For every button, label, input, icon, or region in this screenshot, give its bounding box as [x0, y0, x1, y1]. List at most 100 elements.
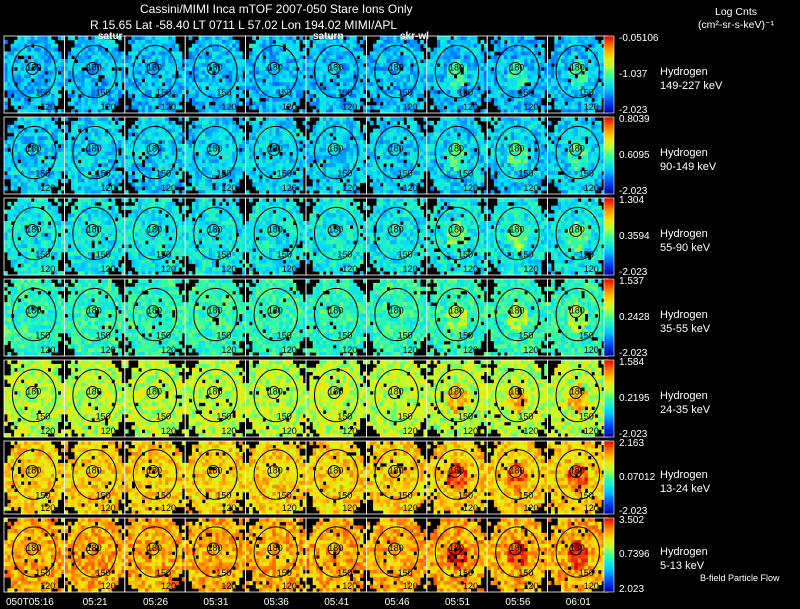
heat-cell: [202, 44, 206, 48]
heat-cell: [88, 105, 92, 109]
heat-cell: [346, 121, 350, 125]
heat-cell: [524, 40, 528, 44]
heat-cell: [393, 105, 397, 109]
heat-cell: [350, 163, 354, 167]
heat-cell: [21, 102, 25, 106]
heat-cell: [219, 136, 223, 140]
heat-cell: [283, 55, 287, 59]
heat-cell: [165, 71, 169, 75]
heat-cell: [229, 152, 233, 156]
heat-cell: [266, 36, 270, 40]
heat-cell: [249, 82, 253, 86]
heat-cell: [276, 159, 280, 163]
heat-cell: [262, 159, 266, 163]
heat-cell: [58, 82, 62, 86]
heat-cell: [269, 171, 273, 175]
heat-cell: [219, 51, 223, 55]
heat-cell: [24, 40, 28, 44]
heat-cell: [293, 48, 297, 52]
heat-cell: [128, 136, 132, 140]
heat-cell: [135, 152, 139, 156]
heat-cell: [64, 140, 68, 144]
heat-cell: [11, 175, 15, 179]
contour-label: 180: [87, 144, 102, 154]
heat-cell: [95, 182, 99, 186]
heat-cell: [366, 82, 370, 86]
heat-cell: [24, 78, 28, 82]
heat-cell: [326, 156, 330, 160]
heat-cell: [85, 102, 89, 106]
heat-cell: [541, 94, 545, 98]
heat-cell: [269, 86, 273, 90]
heat-cell: [202, 136, 206, 140]
heat-cell: [306, 98, 310, 102]
heat-cell: [333, 132, 337, 136]
contour-label: 180: [207, 144, 222, 154]
heat-cell: [236, 132, 240, 136]
heat-cell: [21, 179, 25, 183]
heat-cell: [229, 59, 233, 63]
heat-cell: [326, 163, 330, 167]
heat-cell: [209, 156, 213, 160]
heat-cell: [75, 152, 79, 156]
heat-cell: [410, 82, 414, 86]
heat-cell: [296, 40, 300, 44]
heat-cell: [199, 152, 203, 156]
heat-cell: [118, 159, 122, 163]
heat-cell: [564, 98, 568, 102]
heat-cell: [356, 136, 360, 140]
heat-cell: [380, 71, 384, 75]
heat-cell: [252, 86, 256, 90]
panel-r0-c6: 180150120: [366, 36, 427, 114]
contour-label: 150: [337, 88, 352, 98]
heat-cell: [189, 94, 193, 98]
heat-cell: [165, 132, 169, 136]
heat-cell: [356, 44, 360, 48]
heat-cell: [316, 125, 320, 129]
heat-cell: [105, 44, 109, 48]
heat-cell: [262, 163, 266, 167]
heat-cell: [474, 94, 478, 98]
heat-cell: [450, 48, 454, 52]
heat-cell: [370, 82, 374, 86]
heat-cell: [266, 75, 270, 79]
heat-cell: [158, 48, 162, 52]
panel-r0-c0: 180150120: [4, 36, 65, 114]
heat-cell: [256, 44, 260, 48]
heat-cell: [474, 75, 478, 79]
heat-cell: [101, 71, 105, 75]
heat-cell: [403, 51, 407, 55]
heat-cell: [155, 186, 159, 190]
heat-cell: [172, 129, 176, 133]
heat-cell: [179, 86, 183, 90]
heat-cell: [256, 71, 260, 75]
heat-cell: [185, 167, 189, 171]
heat-cell: [128, 51, 132, 55]
heat-cell: [158, 132, 162, 136]
heat-cell: [142, 36, 146, 40]
contour-label: 180: [509, 63, 524, 73]
heat-cell: [172, 75, 176, 79]
heat-cell: [272, 98, 276, 102]
heat-cell: [336, 186, 340, 190]
heat-cell: [269, 102, 273, 106]
heat-cell: [323, 125, 327, 129]
heat-cell: [239, 152, 243, 156]
heat-cell: [561, 44, 565, 48]
heat-cell: [58, 78, 62, 82]
heat-cell: [561, 55, 565, 59]
heat-cell: [353, 94, 357, 98]
heat-cell: [256, 152, 260, 156]
heat-cell: [574, 36, 578, 40]
heat-cell: [360, 71, 364, 75]
heat-cell: [564, 71, 568, 75]
heat-cell: [81, 63, 85, 67]
heat-cell: [373, 82, 377, 86]
heat-cell: [28, 51, 32, 55]
heat-cell: [306, 171, 310, 175]
heat-cell: [101, 132, 105, 136]
heat-cell: [397, 82, 401, 86]
heat-cell: [262, 51, 266, 55]
heat-cell: [279, 82, 283, 86]
heat-cell: [202, 36, 206, 40]
